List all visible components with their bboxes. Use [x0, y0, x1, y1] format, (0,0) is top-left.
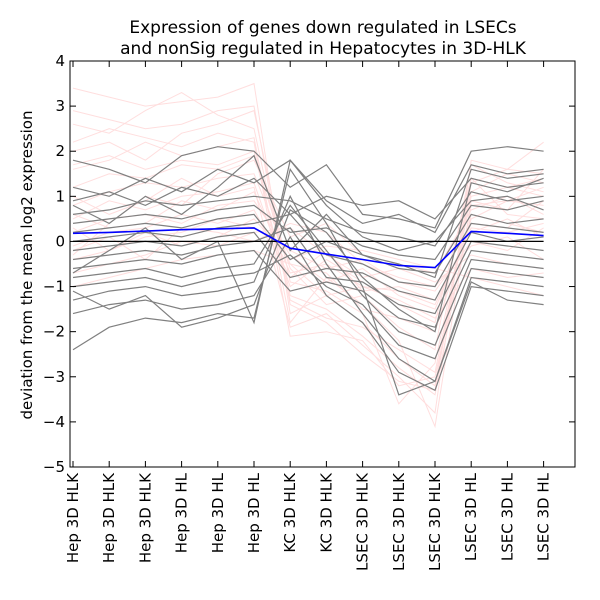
chart-title-line-2: and nonSig regulated in Hepatocytes in 3…: [120, 39, 527, 59]
y-tick-label: −5: [43, 458, 65, 476]
x-axis: Hep 3D HLK Hep 3D HLK Hep 3D HLK Hep 3D HL H…: [64, 61, 553, 571]
gene-line-gray: [72, 204, 544, 346]
x-tick-label: LSEC 3D HLK: [354, 472, 372, 571]
chart-title-line-1: Expression of genes down regulated in LS…: [129, 18, 516, 38]
x-tick-label: Hep 3D HL: [173, 472, 191, 553]
gene-line-pink: [72, 150, 544, 374]
gene-line-gray: [72, 191, 544, 247]
gene-line-pink: [72, 109, 544, 405]
gene-line-gray: [72, 177, 544, 220]
y-tick-label: −1: [43, 278, 65, 296]
plot-area: [72, 82, 544, 429]
x-tick-label: LSEC 3D HL: [535, 472, 553, 561]
y-axis: 4 3 2 1 0 −1 −2 −3 −4 −5: [43, 52, 575, 476]
gene-line-pink: [72, 105, 544, 391]
gene-line-pink: [72, 82, 544, 387]
y-tick-label: −4: [43, 413, 65, 431]
gene-line-gray: [72, 154, 544, 279]
gene-line-gray: [72, 159, 544, 234]
mean-line: [72, 227, 544, 269]
x-tick-label: Hep 3D HLK: [100, 472, 118, 563]
gene-line-gray: [72, 146, 544, 229]
y-tick-label: −2: [43, 323, 65, 341]
x-tick-label: Hep 3D HLK: [136, 472, 154, 563]
x-tick-label: LSEC 3D HL: [498, 472, 516, 561]
gene-line-gray: [72, 167, 544, 396]
gene-line-pink: [72, 249, 544, 319]
gene-line-gray: [72, 254, 544, 360]
x-tick-label: KC 3D HLK: [317, 472, 335, 553]
x-tick-label: LSEC 3D HL: [462, 472, 480, 561]
x-tick-label: Hep 3D HL: [245, 472, 263, 553]
y-tick-label: 1: [55, 187, 65, 205]
x-tick-label: Hep 3D HL: [209, 472, 227, 553]
y-tick-label: −3: [43, 368, 65, 386]
gene-line-pink: [72, 159, 544, 274]
y-tick-label: 4: [55, 52, 65, 70]
gene-line-pink: [72, 227, 544, 283]
gene-line-pink: [72, 128, 544, 387]
gene-line-pink: [72, 191, 544, 306]
x-tick-label: LSEC 3D HLK: [390, 472, 408, 571]
x-tick-label: LSEC 3D HLK: [426, 472, 444, 571]
x-tick-label: KC 3D HLK: [281, 472, 299, 553]
gene-line-pink: [72, 218, 544, 292]
gene-line-pink: [72, 141, 544, 414]
gene-line-gray: [72, 231, 544, 301]
gene-line-gray: [72, 249, 544, 328]
gene-line-pink: [72, 92, 544, 396]
plot-frame: [69, 60, 576, 468]
y-tick-label: 2: [55, 142, 65, 160]
y-tick-label: 0: [55, 232, 65, 250]
gene-line-gray: [72, 227, 544, 315]
gene-line-gray: [72, 158, 544, 325]
gene-line-gray: [72, 194, 544, 383]
x-tick-label: Hep 3D HLK: [64, 472, 82, 563]
y-tick-label: 3: [55, 97, 65, 115]
y-axis-label: deviation from the mean log2 expression: [18, 111, 36, 420]
